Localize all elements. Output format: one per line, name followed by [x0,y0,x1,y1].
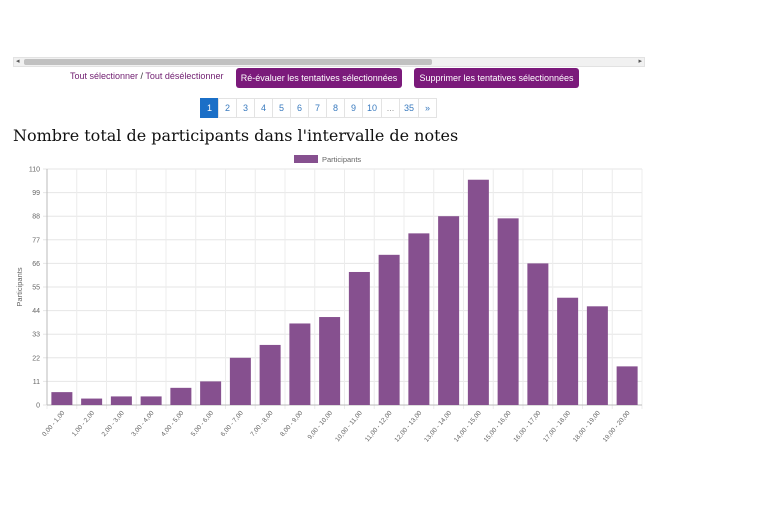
x-tick-label: 10,00 - 11,00 [334,409,364,443]
bar [616,366,638,405]
x-tick-label: 13,00 - 14,00 [423,409,453,443]
horizontal-scrollbar[interactable]: ◂ ▸ [13,57,645,67]
select-all-link[interactable]: Tout sélectionner [70,71,139,81]
x-tick-label: 0,00 - 1,00 [41,409,67,438]
selection-separator: / [138,71,146,81]
x-tick-label: 17,00 - 18,00 [542,409,572,443]
y-tick-label: 55 [32,285,40,292]
y-tick-label: 66 [32,261,40,268]
bar [348,271,370,405]
x-tick-label: 2,00 - 3,00 [101,409,127,438]
bar [51,392,73,405]
bar [408,233,430,405]
bar [229,357,251,405]
y-tick-label: 11 [33,379,40,386]
chart-legend: Participants [294,155,361,164]
page-link[interactable]: 5 [272,98,291,118]
regrade-selected-button[interactable]: Ré-évaluer les tentatives sélectionnées [236,68,402,88]
x-tick-label: 8,00 - 9,00 [279,409,305,438]
page-link[interactable]: 6 [290,98,309,118]
x-tick-label: 14,00 - 15,00 [453,409,483,443]
x-tick-label: 1,00 - 2,00 [71,409,97,438]
selection-links: Tout sélectionner / Tout désélectionner [70,71,223,81]
x-tick-label: 9,00 - 10,00 [306,409,334,440]
x-tick-label: 4,00 - 5,00 [160,409,186,438]
pagination: 1 2 3 4 5 6 7 8 9 10... 35» [200,98,438,118]
y-tick-label: 33 [32,332,40,339]
y-axis-label: Participants [15,267,24,306]
page-link[interactable]: 2 [218,98,237,118]
y-tick-label: 99 [32,190,40,197]
scrollbar-thumb[interactable] [24,59,432,65]
page-link[interactable]: 35 [399,98,420,118]
y-tick-label: 22 [32,355,40,362]
page-link[interactable]: 7 [308,98,327,118]
page-link[interactable]: 8 [326,98,345,118]
page-link[interactable]: 9 [344,98,363,118]
bar [259,344,281,405]
pagination-ellipsis: ... [381,98,401,118]
x-tick-label: 12,00 - 13,00 [393,409,423,443]
bar [200,381,222,405]
bar [81,398,103,405]
bar [170,387,192,405]
x-tick-label: 7,00 - 8,00 [249,409,275,438]
page-link[interactable]: 1 [200,98,219,118]
x-tick-label: 5,00 - 6,00 [190,409,216,438]
x-tick-label: 6,00 - 7,00 [220,409,246,438]
bar [586,306,608,405]
page-link[interactable]: 3 [236,98,255,118]
scroll-left-icon[interactable]: ◂ [16,58,20,65]
bar [110,396,132,405]
y-tick-label: 110 [29,167,40,174]
deselect-all-link[interactable]: Tout désélectionner [145,71,224,81]
y-tick-label: 0 [36,403,40,410]
y-tick-label: 88 [32,214,40,221]
y-tick-label: 44 [32,308,40,315]
x-tick-label: 3,00 - 4,00 [130,409,156,438]
bar-chart: 0 11 22 33 44 55 66 77 88 99 110 0,00 - 1,00 1,00 - … [15,155,643,444]
chart-heading: Nombre total de participants dans l'inte… [13,126,459,145]
delete-selected-button[interactable]: Supprimer les tentatives sélectionnées [414,68,579,88]
bar [467,179,489,405]
bar [378,254,400,405]
x-tick-label: 11,00 - 12,00 [364,409,394,443]
page-link[interactable]: 10 [362,98,383,118]
page-link[interactable]: 4 [254,98,273,118]
next-page-icon[interactable]: » [418,98,438,118]
bar [319,317,341,405]
bar [557,297,579,405]
bar [527,263,549,405]
x-tick-label: 18,00 - 19,00 [572,409,602,443]
legend-label: Participants [322,155,361,164]
y-tick-label: 77 [32,237,40,244]
x-tick-label: 16,00 - 17,00 [512,409,542,443]
scroll-right-icon[interactable]: ▸ [638,58,642,65]
x-tick-label: 15,00 - 16,00 [483,409,513,443]
bar [438,216,460,405]
bar [497,218,519,405]
bar [289,323,311,405]
bar [140,396,162,405]
legend-swatch [294,155,318,163]
x-tick-label: 19,00 - 20,00 [602,409,632,443]
